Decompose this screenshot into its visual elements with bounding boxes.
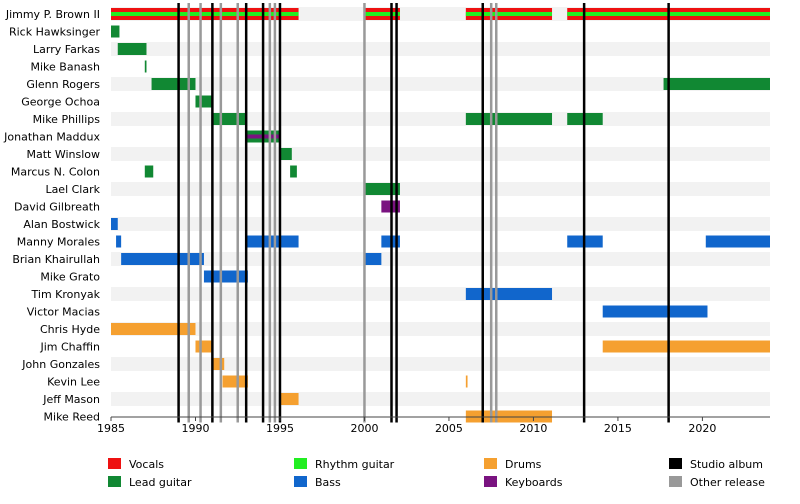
member-label-mike-reed: Mike Reed	[44, 411, 100, 424]
legend-label-keyboards: Keyboards	[505, 476, 563, 489]
stint-bar	[364, 253, 382, 265]
legend-label-other-release: Other release	[690, 476, 765, 489]
row-band	[111, 147, 770, 161]
member-label-david-gilbreath: David Gilbreath	[14, 201, 100, 214]
legend-swatch-drums	[484, 458, 497, 469]
stint-bar	[705, 235, 770, 248]
stint-bar	[279, 148, 292, 160]
legend-swatch-lead-guitar	[108, 476, 121, 487]
member-label-tim-kronyak: Tim Kronyak	[31, 288, 101, 301]
legend-label-studio-album: Studio album	[690, 458, 763, 471]
stint-bar	[121, 253, 204, 265]
row-band	[111, 322, 770, 336]
x-tick-label: 2000	[350, 422, 378, 435]
member-label-brian-khairullah: Brian Khairullah	[12, 253, 100, 266]
legend-label-rhythm-guitar: Rhythm guitar	[315, 458, 395, 471]
stint-bar	[144, 165, 154, 178]
x-tick-label: 2020	[688, 422, 716, 435]
x-tick-label: 2005	[435, 422, 463, 435]
stint-bar	[111, 12, 299, 16]
member-label-mike-phillips: Mike Phillips	[33, 113, 101, 126]
stint-bar	[279, 393, 299, 405]
stint-bar	[222, 375, 248, 388]
stint-bar	[246, 235, 299, 248]
row-band	[111, 392, 770, 406]
legend-swatch-studio-album	[669, 458, 682, 469]
stint-bar	[663, 78, 770, 90]
member-label-george-ochoa: George Ochoa	[21, 96, 100, 109]
legend-swatch-bass	[294, 476, 307, 487]
stint-bar	[195, 340, 213, 353]
member-label-glenn-rogers: Glenn Rogers	[26, 78, 100, 91]
member-label-john-gonzales: John Gonzales	[21, 358, 100, 371]
member-label-marcus-n-colon: Marcus N. Colon	[11, 166, 100, 179]
stint-bar	[602, 305, 708, 318]
row-band	[111, 252, 770, 266]
legend-swatch-rhythm-guitar	[294, 458, 307, 469]
stint-bar	[203, 270, 248, 283]
stint-bar	[111, 218, 118, 230]
stint-bar	[212, 358, 225, 370]
legend-swatch-vocals	[108, 458, 121, 469]
legend-swatch-other-release	[669, 476, 682, 487]
member-label-jeff-mason: Jeff Mason	[42, 393, 100, 406]
member-label-victor-macias: Victor Macias	[27, 306, 101, 319]
stint-bar	[364, 183, 400, 195]
x-tick-label: 1985	[97, 422, 125, 435]
row-band	[111, 182, 770, 196]
x-tick-label: 1995	[266, 422, 294, 435]
stint-bar	[364, 12, 400, 16]
stint-bar	[465, 375, 468, 388]
member-label-lael-clark: Lael Clark	[45, 183, 100, 196]
member-label-manny-morales: Manny Morales	[17, 236, 100, 249]
stint-bar	[212, 113, 247, 125]
stint-bar	[111, 25, 120, 38]
row-band	[111, 217, 770, 231]
member-label-kevin-lee: Kevin Lee	[47, 376, 100, 389]
legend-swatch-keyboards	[484, 476, 497, 487]
member-label-chris-hyde: Chris Hyde	[40, 323, 100, 336]
member-label-mike-banash: Mike Banash	[31, 61, 101, 74]
row-band	[111, 357, 770, 371]
member-label-jim-chaffin: Jim Chaffin	[39, 341, 100, 354]
member-label-alan-bostwick: Alan Bostwick	[23, 218, 100, 231]
x-tick-label: 1990	[181, 422, 209, 435]
stint-bar	[465, 288, 553, 300]
row-band	[111, 287, 770, 301]
legend-label-bass: Bass	[315, 476, 341, 489]
member-label-larry-farkas: Larry Farkas	[33, 43, 100, 56]
stint-bar	[111, 323, 196, 335]
stint-bar	[465, 12, 553, 16]
legend-label-lead-guitar: Lead guitar	[129, 476, 192, 489]
member-label-jimmy-p-brown-ii: Jimmy P. Brown II	[5, 8, 100, 21]
legend-label-drums: Drums	[505, 458, 542, 471]
stint-bar	[290, 165, 297, 178]
member-label-rick-hawksinger: Rick Hawksinger	[9, 26, 101, 39]
member-label-matt-winslow: Matt Winslow	[26, 148, 100, 161]
stint-bar	[116, 235, 122, 248]
stint-bar	[151, 78, 196, 90]
stint-bar	[195, 95, 213, 108]
member-label-mike-grato: Mike Grato	[40, 271, 100, 284]
row-band	[111, 112, 770, 126]
legend-label-vocals: Vocals	[129, 458, 164, 471]
member-label-jonathan-maddux: Jonathan Maddux	[3, 131, 100, 144]
stint-bar	[117, 43, 147, 55]
row-band	[111, 42, 770, 56]
x-tick-label: 2015	[604, 422, 632, 435]
x-tick-label: 2010	[519, 422, 547, 435]
stint-bar	[602, 340, 770, 353]
stint-bar	[465, 113, 553, 125]
stint-bar	[144, 60, 147, 73]
